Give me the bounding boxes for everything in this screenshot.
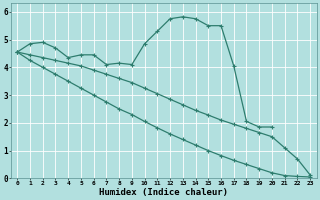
- X-axis label: Humidex (Indice chaleur): Humidex (Indice chaleur): [99, 188, 228, 197]
